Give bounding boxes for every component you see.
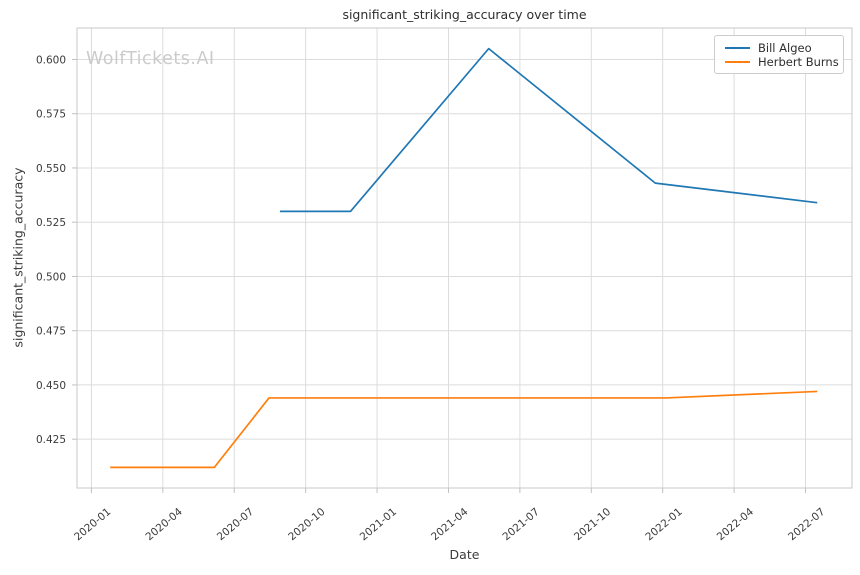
x-tick-label: 2020-04 xyxy=(143,506,185,544)
x-tick-label: 2020-01 xyxy=(72,506,113,543)
legend-item: Herbert Burns xyxy=(725,55,839,69)
x-tick-label: 2021-04 xyxy=(429,506,471,544)
legend-line-sample-orange xyxy=(725,60,750,63)
x-tick-label: 2020-10 xyxy=(286,506,327,543)
y-tick-label: 0.450 xyxy=(36,380,66,392)
legend-line-sample-blue xyxy=(725,46,750,49)
y-tick-label: 0.600 xyxy=(36,54,66,66)
x-tick-label: 2022-04 xyxy=(715,506,757,544)
legend-label: Herbert Burns xyxy=(758,54,839,69)
y-tick-label: 0.575 xyxy=(36,109,66,121)
x-axis-label: Date xyxy=(449,547,480,562)
watermark: WolfTickets.AI xyxy=(86,49,215,69)
y-tick-label: 0.525 xyxy=(36,217,66,229)
y-tick-label: 0.500 xyxy=(36,271,66,283)
y-tick-label: 0.425 xyxy=(36,434,66,446)
x-tick-label: 2020-07 xyxy=(215,506,256,543)
line-bill-algeo xyxy=(279,47,818,213)
y-axis-label: significant_striking_accuracy xyxy=(10,167,26,348)
x-tick-label: 2021-07 xyxy=(501,506,542,543)
x-tick-label: 2021-01 xyxy=(358,506,399,543)
x-tick-label: 2021-10 xyxy=(572,506,613,543)
legend-label: Bill Algeo xyxy=(758,40,812,55)
chart-title: significant_striking_accuracy over time xyxy=(342,7,587,22)
y-tick-label: 0.550 xyxy=(36,163,66,175)
line-herbert-burns xyxy=(110,390,818,469)
plot-border xyxy=(76,27,853,489)
x-tick-label: 2022-01 xyxy=(643,506,684,543)
legend-item: Bill Algeo xyxy=(725,40,835,55)
y-tick-label: 0.475 xyxy=(36,326,66,338)
legend: Bill Algeo Herbert Burns xyxy=(714,35,844,74)
x-tick-label: 2022-07 xyxy=(786,506,827,543)
